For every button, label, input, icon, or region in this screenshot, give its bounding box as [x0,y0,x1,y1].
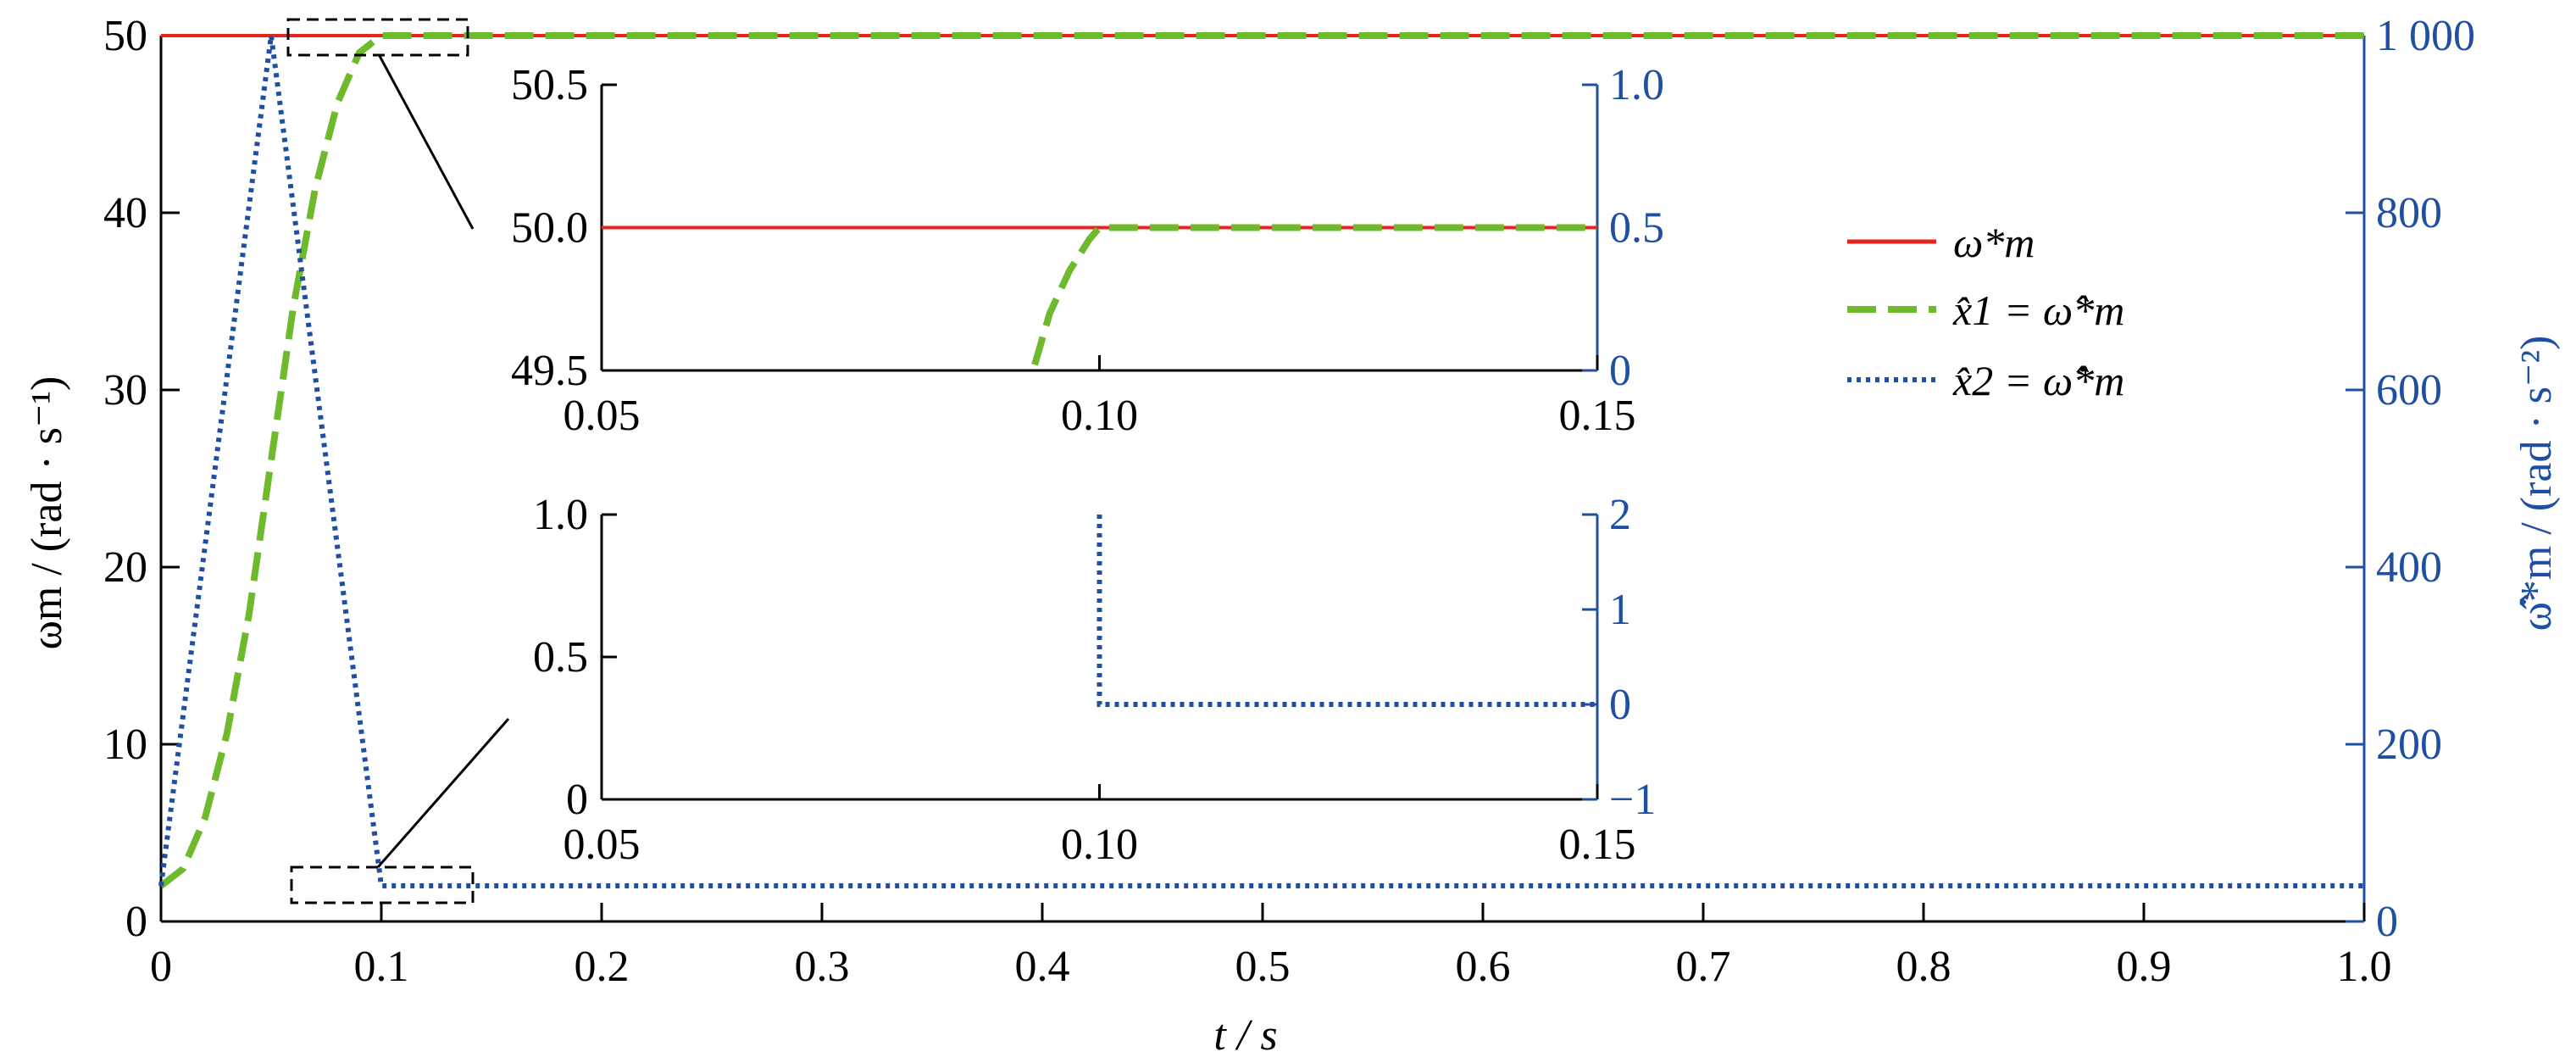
main-x-tick-label: 0.6 [1456,943,1511,991]
main-y-left-tick-label: 10 [103,721,147,769]
main-x-tick-label: 1.0 [2337,943,2392,991]
main-x-tick-label: 0.5 [1235,943,1291,991]
main-y-right-tick-label: 600 [2376,366,2442,415]
main-y-left-tick-label: 0 [125,898,147,946]
inset-top: 0.05 0.10 0.15 49.5 50.0 50.5 0 0.5 1.0 [511,61,1664,440]
inset-bottom-x-tick-label: 0.10 [1061,821,1138,869]
inset-top-x-tick-label: 0.10 [1061,392,1138,440]
inset-top-y-left-tick-label: 50.0 [511,204,588,253]
inset-bottom-y-right-tick-label: −1 [1609,776,1656,824]
main-y-left-tick-label: 30 [103,366,147,415]
main-y-right-tick-label: 400 [2376,543,2442,592]
main-x-tick-label: 0.8 [1896,943,1951,991]
zoom-box-bottom [290,865,475,904]
series-line-est [158,32,2364,889]
inset-bottom-y-right-tick-label: 0 [1609,681,1631,729]
inset-top-y-left-tick-label: 50.5 [511,61,588,109]
main-plot: 0 0.1 0.2 0.3 0.4 0.5 0.6 0.7 0.8 0.9 1.0010203040… [103,12,2475,991]
inset-bottom-x-tick-label: 0.05 [564,821,641,869]
inset-top-x-tick-label: 0.05 [564,392,641,440]
main-x-tick-label: 0.9 [2117,943,2172,991]
main-y-right-tick-label: 0 [2376,898,2398,946]
legend-label-acc: x̂2 = ω̂̇*m [1952,357,2124,404]
inset-top-line-est [1031,224,1597,366]
legend-label-ref: ω*m [1953,219,2035,266]
y-axis-left-label: ωm / (rad · s⁻¹) [23,376,71,650]
main-y-left-tick-label: 40 [103,189,147,237]
main-x-tick-label: 0.7 [1676,943,1731,991]
main-x-tick-label: 0.3 [795,943,850,991]
inset-bottom-y-left-tick-label: 0.5 [533,633,588,682]
main-y-right-tick-label: 800 [2376,189,2442,237]
inset-bottom-x-tick-label: 0.15 [1559,821,1636,869]
main-x-tick-label: 0.4 [1015,943,1070,991]
main-y-right-tick-label: 1 000 [2376,12,2475,60]
inset-bottom-y-right-tick-label: 2 [1609,491,1631,539]
main-y-left-tick-label: 50 [103,12,147,60]
zoom-connector-bottom [376,718,510,868]
inset-top-y-right-tick-label: 1.0 [1609,61,1664,109]
inset-bottom-line-acc [1096,515,1597,707]
inset-top-y-right-tick-label: 0.5 [1609,204,1664,253]
zoom-connector-top [378,55,475,230]
inset-top-y-right-tick-label: 0 [1609,347,1631,395]
inset-top-x-tick-label: 0.15 [1559,392,1636,440]
main-x-tick-label: 0 [150,943,172,991]
inset-bottom-y-left-tick-label: 0 [566,776,588,824]
legend: ω*m x̂1 = ω̂*m x̂2 = ω̂̇*m [1847,219,2124,404]
series-line-acc [158,35,2364,888]
main-y-left-tick-label: 20 [103,543,147,592]
y-axis-right-label: ω̂̇*m / (rad · s⁻²) [2512,336,2561,632]
zoom-markers [286,18,510,904]
inset-bottom-y-right-tick-label: 1 [1609,586,1631,634]
legend-label-est: x̂1 = ω̂*m [1952,287,2124,334]
main-x-tick-label: 0.1 [354,943,409,991]
inset-bottom-y-left-tick-label: 1.0 [533,491,588,539]
main-y-right-tick-label: 200 [2376,721,2442,769]
inset-bottom: 0.05 0.10 0.15 0 0.5 1.0 −1 0 1 2 [533,491,1656,869]
x-axis-label: t / s [1213,1011,1277,1060]
zoom-box-top [286,18,469,57]
inset-top-y-left-tick-label: 49.5 [511,347,588,395]
main-x-tick-label: 0.2 [575,943,630,991]
